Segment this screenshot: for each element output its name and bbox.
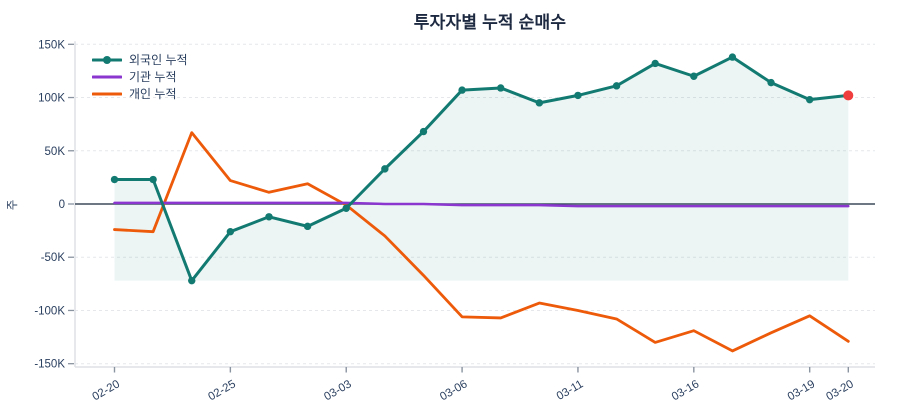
data-point-marker — [265, 213, 273, 221]
data-point-marker — [188, 276, 196, 285]
legend-item-1[interactable]: 기관 누적 — [92, 68, 188, 85]
data-point-marker — [497, 84, 505, 92]
data-point-marker — [303, 222, 312, 231]
data-point-marker — [805, 95, 814, 104]
legend-line-sample — [92, 55, 122, 64]
data-point-marker — [574, 91, 582, 100]
data-point-marker — [110, 175, 119, 184]
legend-label: 기관 누적 — [129, 70, 177, 84]
last-value-marker — [843, 90, 854, 101]
y-tick-label: 100K — [38, 93, 65, 105]
series-line — [113, 131, 850, 353]
y-tick-label: -50K — [41, 252, 66, 264]
data-point-marker — [419, 127, 428, 136]
y-tick-label: 150K — [38, 39, 65, 51]
data-point-marker — [690, 72, 698, 80]
data-point-marker — [535, 99, 544, 107]
y-tick-label: -100K — [34, 305, 65, 317]
x-tick-label: 03-19 — [786, 378, 817, 403]
legend-label: 개인 누적 — [129, 87, 177, 101]
chart-title: 투자자별 누적 순매수 — [413, 13, 567, 32]
legend-item-2[interactable]: 개인 누적 — [92, 85, 188, 102]
x-tick-label: 02-25 — [206, 378, 237, 403]
x-tick-label: 03-06 — [438, 378, 469, 403]
data-point-marker — [767, 78, 775, 87]
x-tick-label: 03-20 — [824, 378, 855, 403]
series-line — [113, 55, 850, 283]
x-tick-label: 03-03 — [322, 378, 353, 403]
y-tick-label: 50K — [45, 146, 66, 158]
area-fill — [114, 57, 849, 281]
data-point-marker — [728, 53, 737, 61]
data-point-marker — [651, 59, 659, 68]
series-line — [113, 201, 850, 208]
data-point-marker — [149, 175, 157, 184]
x-tick-label: 03-11 — [555, 378, 586, 403]
y-tick-label: 0 — [59, 199, 65, 211]
legend-label: 외국인 누적 — [129, 53, 188, 67]
y-tick-label: -150K — [34, 359, 65, 371]
legend-item-0[interactable]: 외국인 누적 — [92, 51, 188, 68]
legend-line-sample — [92, 92, 122, 95]
data-point-marker — [381, 165, 389, 173]
legend-line-sample — [92, 75, 122, 78]
y-axis-title: 주 — [7, 200, 19, 211]
data-point-marker — [342, 204, 350, 212]
data-point-marker — [226, 227, 235, 236]
data-point-marker — [458, 86, 466, 94]
x-tick-label: 03-16 — [670, 378, 701, 403]
x-tick-label: 02-20 — [91, 378, 122, 403]
data-point-marker — [612, 82, 621, 90]
